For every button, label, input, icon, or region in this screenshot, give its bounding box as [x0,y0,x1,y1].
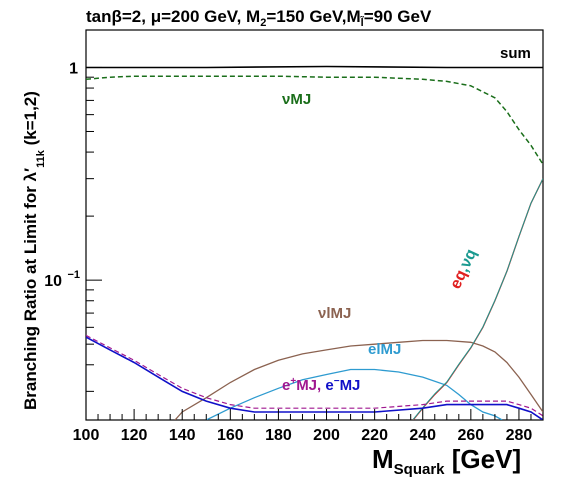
series-layer [86,65,543,420]
series-line-0 [86,65,543,69]
x-axis: 100 120 140 160 180 200 220 240 260 280 [73,409,544,444]
y-tick-label: 10 [44,273,62,290]
x-axis-label: MSquark [GeV] [372,444,521,478]
series-line-5 [412,178,543,420]
series-line-6 [86,334,543,417]
label-elmj: elMJ [368,341,401,358]
series-line-2 [174,339,543,420]
x-tick-label: 240 [409,427,436,444]
y-axis-label: Branching Ratio at Limit for λ′11k (k=1,… [21,91,47,410]
plot-frame [85,29,544,421]
label-eq-nuq: eq,νq [447,247,480,292]
label-numj: νMJ [282,91,311,108]
label-sum: sum [500,45,531,62]
chart-title: tanβ=2, μ=200 GeV, M2=150 GeV,Ml̃=90 GeV [86,7,432,29]
x-tick-label: 160 [217,427,244,444]
label-nulmj: νlMJ [318,305,351,322]
series-line-1 [86,75,543,165]
y-axis: 1 10 −1 [44,60,102,392]
x-tick-label: 180 [265,427,292,444]
x-tick-label: 200 [313,427,340,444]
series-line-3 [206,368,503,420]
label-ep-em-mj: e+MJ, e−MJ [282,376,360,394]
y-tick-exponent: −1 [67,269,80,281]
x-tick-label: 280 [506,427,533,444]
x-tick-label: 140 [169,427,196,444]
x-tick-label: 100 [73,427,100,444]
y-tick-label: 1 [69,60,78,77]
x-tick-label: 120 [121,427,148,444]
x-tick-label: 260 [457,427,484,444]
x-tick-label: 220 [361,427,388,444]
